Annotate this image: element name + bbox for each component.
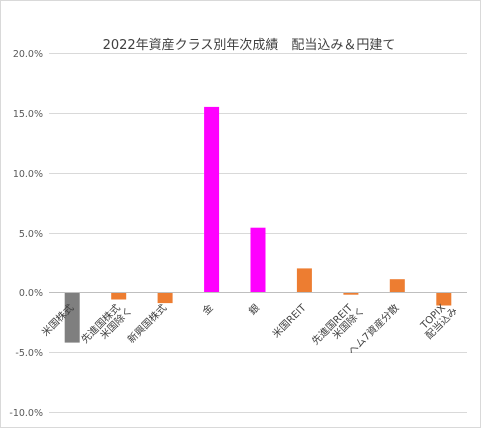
bar [436,292,452,306]
bar [204,106,220,293]
category-label: 新興国株式 [125,301,170,346]
chart-title: 2022年資産クラス別年次成績 配当込み＆円建て [103,37,396,53]
y-tick-label: -5.0% [15,348,43,359]
bar [343,292,359,295]
y-tick-label: 10.0% [13,169,43,180]
category-label: 金 [199,301,215,317]
bar [389,279,405,293]
bar [111,292,127,300]
bar [157,292,173,304]
y-tick-label: -10.0% [9,408,43,419]
bars [64,106,452,343]
category-label: 銀 [246,301,262,317]
category-label: 米国REIT [269,301,309,341]
y-tick-label: 5.0% [19,229,43,240]
y-axis-ticks: 20.0% 15.0% 10.0% 5.0% 0.0% -5.0% -10.0% [9,49,43,419]
bar [250,227,266,293]
category-labels: 米国株式 先進国株式米国除く新興国株式金銀米国REIT 先進国REIT米国除くヘム7… [39,301,460,358]
y-tick-label: 0.0% [19,288,43,299]
y-tick-label: 20.0% [13,49,43,60]
bar [64,292,80,343]
y-tick-label: 15.0% [13,109,43,120]
bar [296,268,312,293]
gridlines [49,53,467,413]
